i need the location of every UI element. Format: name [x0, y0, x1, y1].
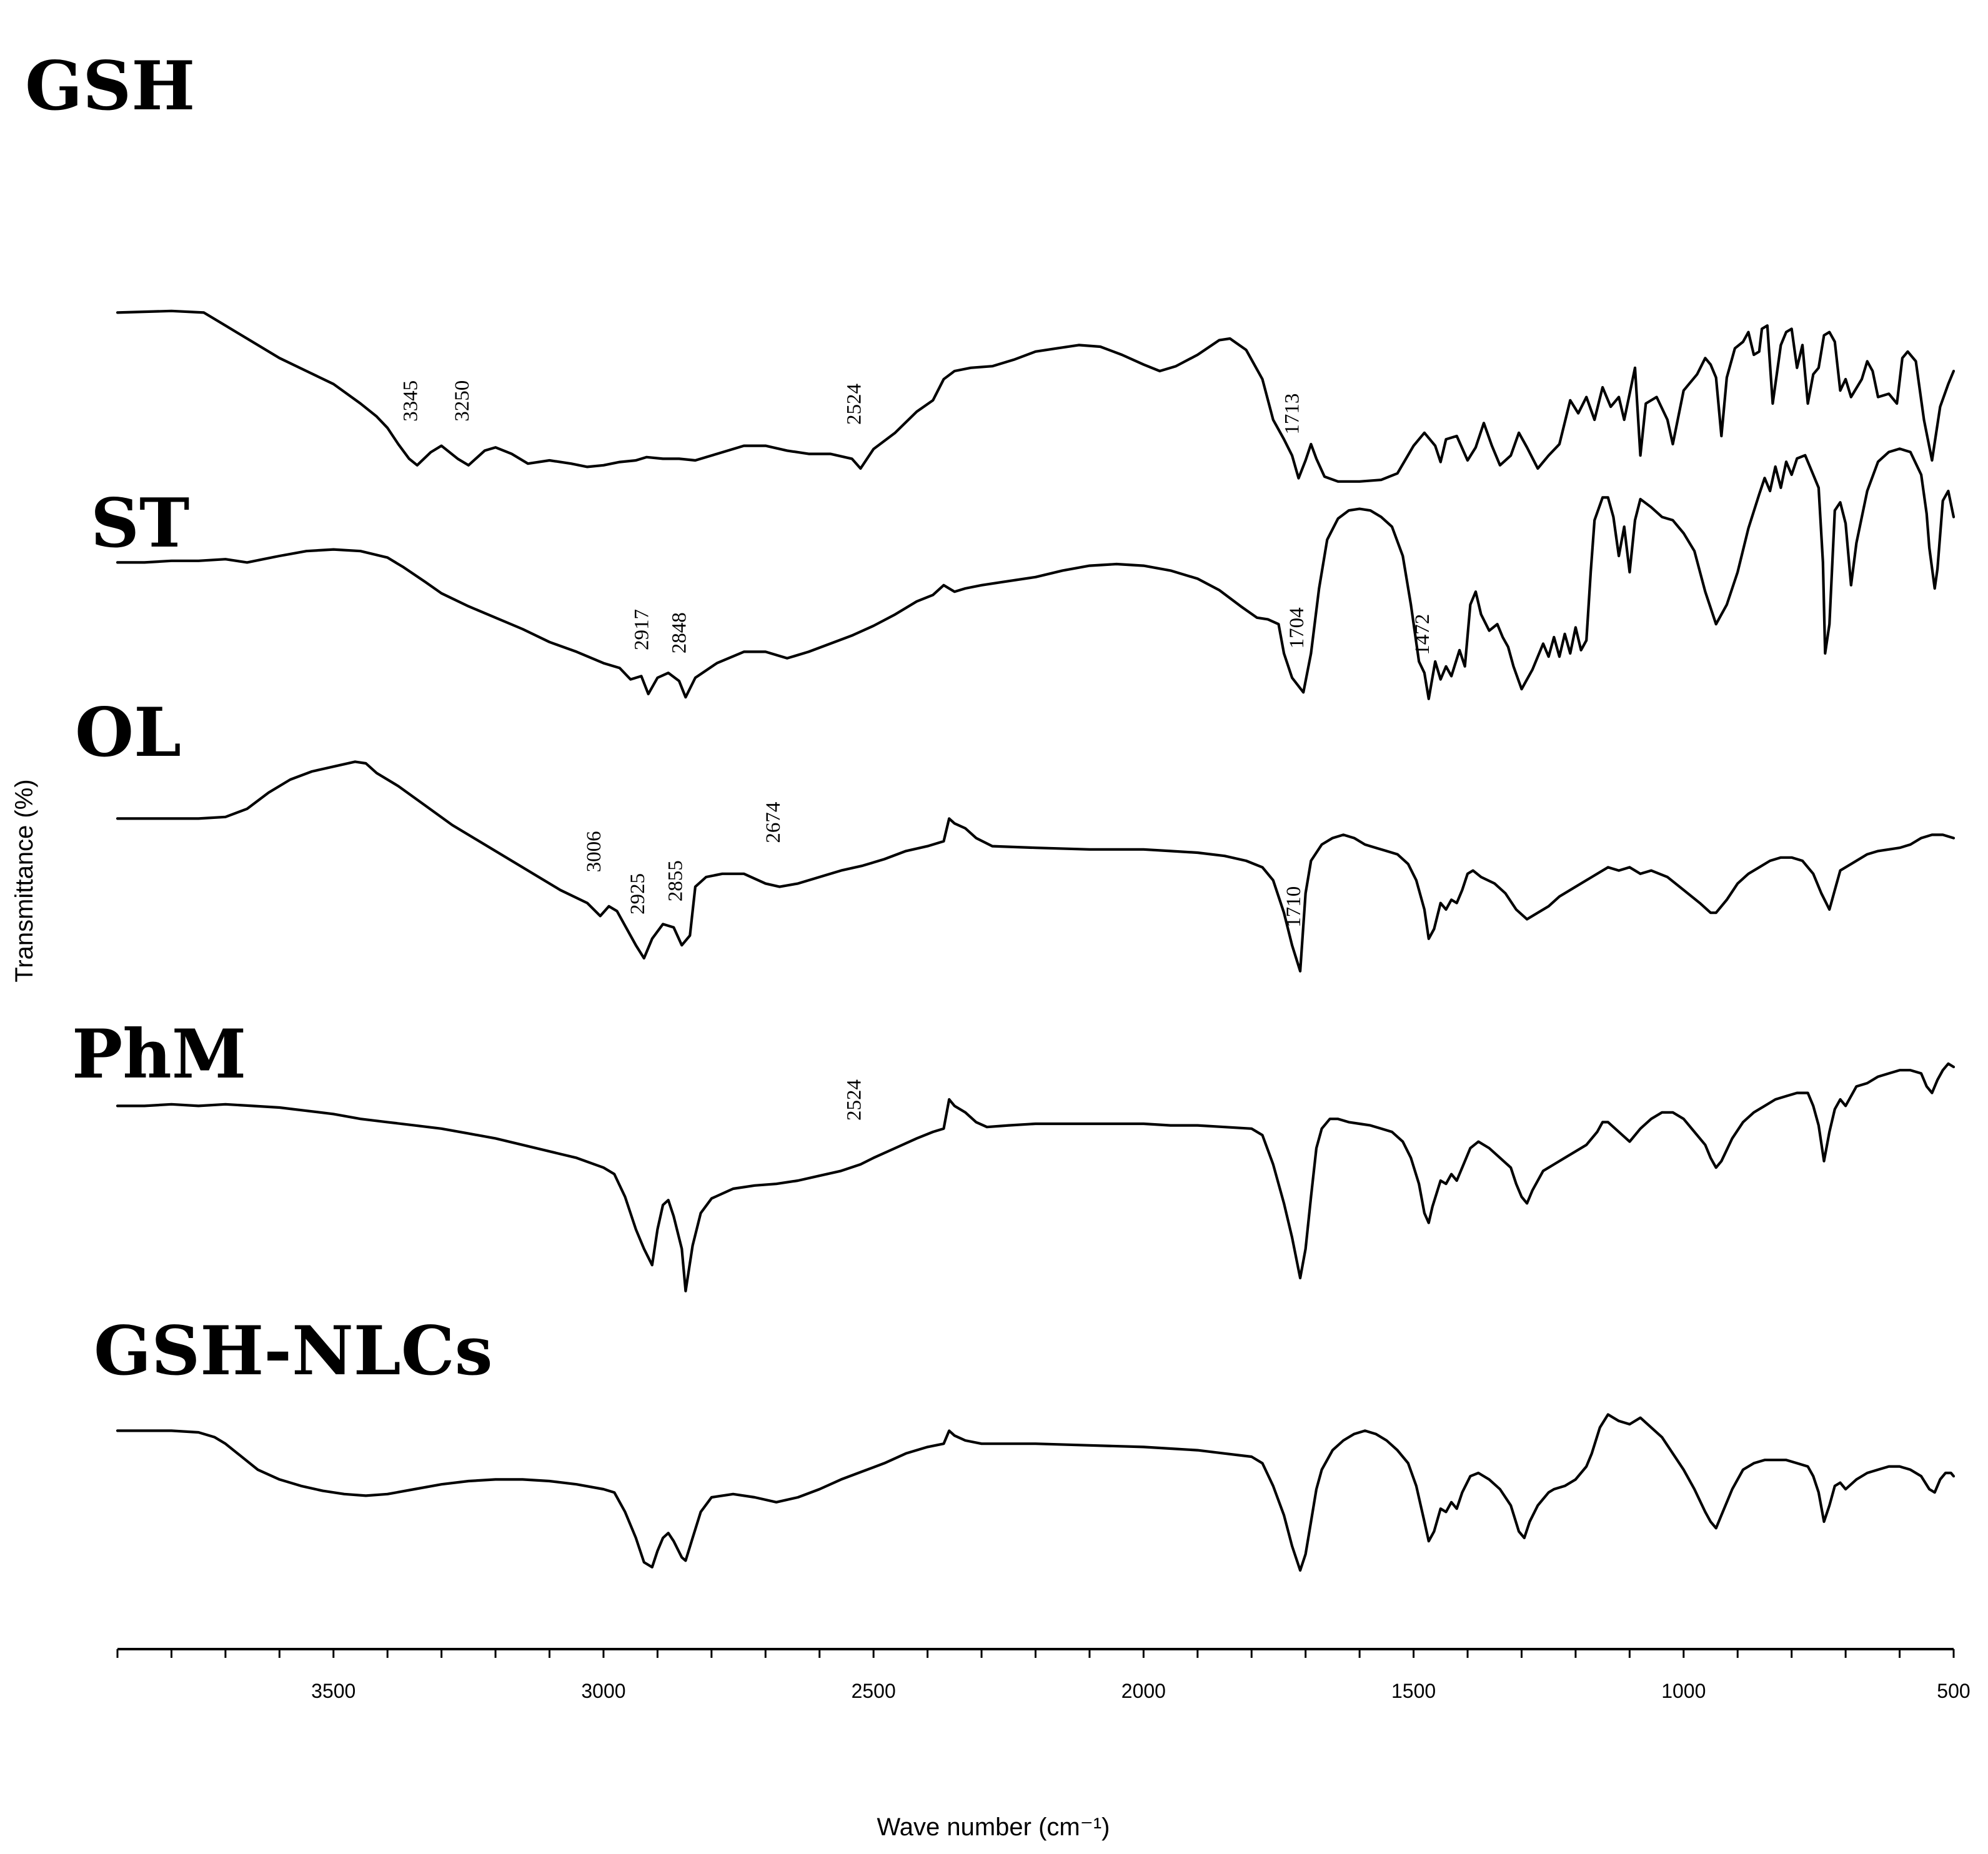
x-tick-label-1500: 1500 [1391, 1680, 1436, 1702]
sample-labels: GSH ST OL PhM GSH-NLCs [25, 47, 493, 1390]
peak-label-gsh-3250: 3250 [451, 380, 474, 422]
sample-label-st: ST [91, 484, 189, 563]
y-axis-title: Transmittance (%) [11, 779, 38, 982]
sample-label-ol: OL [75, 693, 181, 772]
peak-labels: 3345 3250 2524 1713 2917 2848 1704 1472 3006 2925… [400, 380, 1434, 1121]
peak-label-gsh-3345: 3345 [400, 380, 422, 422]
spectrum-line-st [116, 447, 1956, 700]
sample-label-gsh: GSH [25, 47, 195, 126]
sample-label-gsh-nlcs: GSH-NLCs [94, 1312, 493, 1390]
spectrum-line-gsh [116, 309, 1956, 483]
x-axis: 3500 3000 2500 2000 1500 1000 500 [116, 1648, 1971, 1702]
spectrum-line-gsh-nlcs [116, 1413, 1956, 1572]
x-axis-title: Wave number (cm⁻¹) [877, 1813, 1110, 1841]
peak-label-gsh-2524: 2524 [843, 384, 865, 425]
sample-label-phm: PhM [72, 1015, 246, 1094]
peak-label-ol-2925: 2925 [627, 873, 649, 915]
x-tick-label-1000: 1000 [1661, 1680, 1706, 1702]
peak-label-st-2917: 2917 [631, 609, 654, 650]
x-tick-label-3000: 3000 [581, 1680, 625, 1702]
peak-label-st-1704: 1704 [1286, 607, 1308, 648]
peak-label-st-1472: 1472 [1411, 614, 1434, 655]
peak-label-phm-2524: 2524 [843, 1079, 865, 1121]
peak-label-ol-1710: 1710 [1283, 886, 1305, 928]
peak-label-st-2848: 2848 [668, 612, 690, 653]
x-tick-label-500: 500 [1937, 1680, 1970, 1702]
x-tick-label-3500: 3500 [311, 1680, 355, 1702]
spectrum-line-ol [116, 760, 1956, 973]
peak-label-ol-2855: 2855 [664, 860, 687, 901]
series-group [116, 309, 1956, 1572]
x-tick-label-2500: 2500 [852, 1680, 896, 1702]
peak-label-ol-2674: 2674 [762, 802, 785, 843]
peak-label-gsh-1713: 1713 [1281, 394, 1304, 435]
spectrum-line-phm [116, 1062, 1956, 1292]
peak-label-ol-3006: 3006 [583, 831, 605, 872]
x-tick-label-2000: 2000 [1121, 1680, 1166, 1702]
